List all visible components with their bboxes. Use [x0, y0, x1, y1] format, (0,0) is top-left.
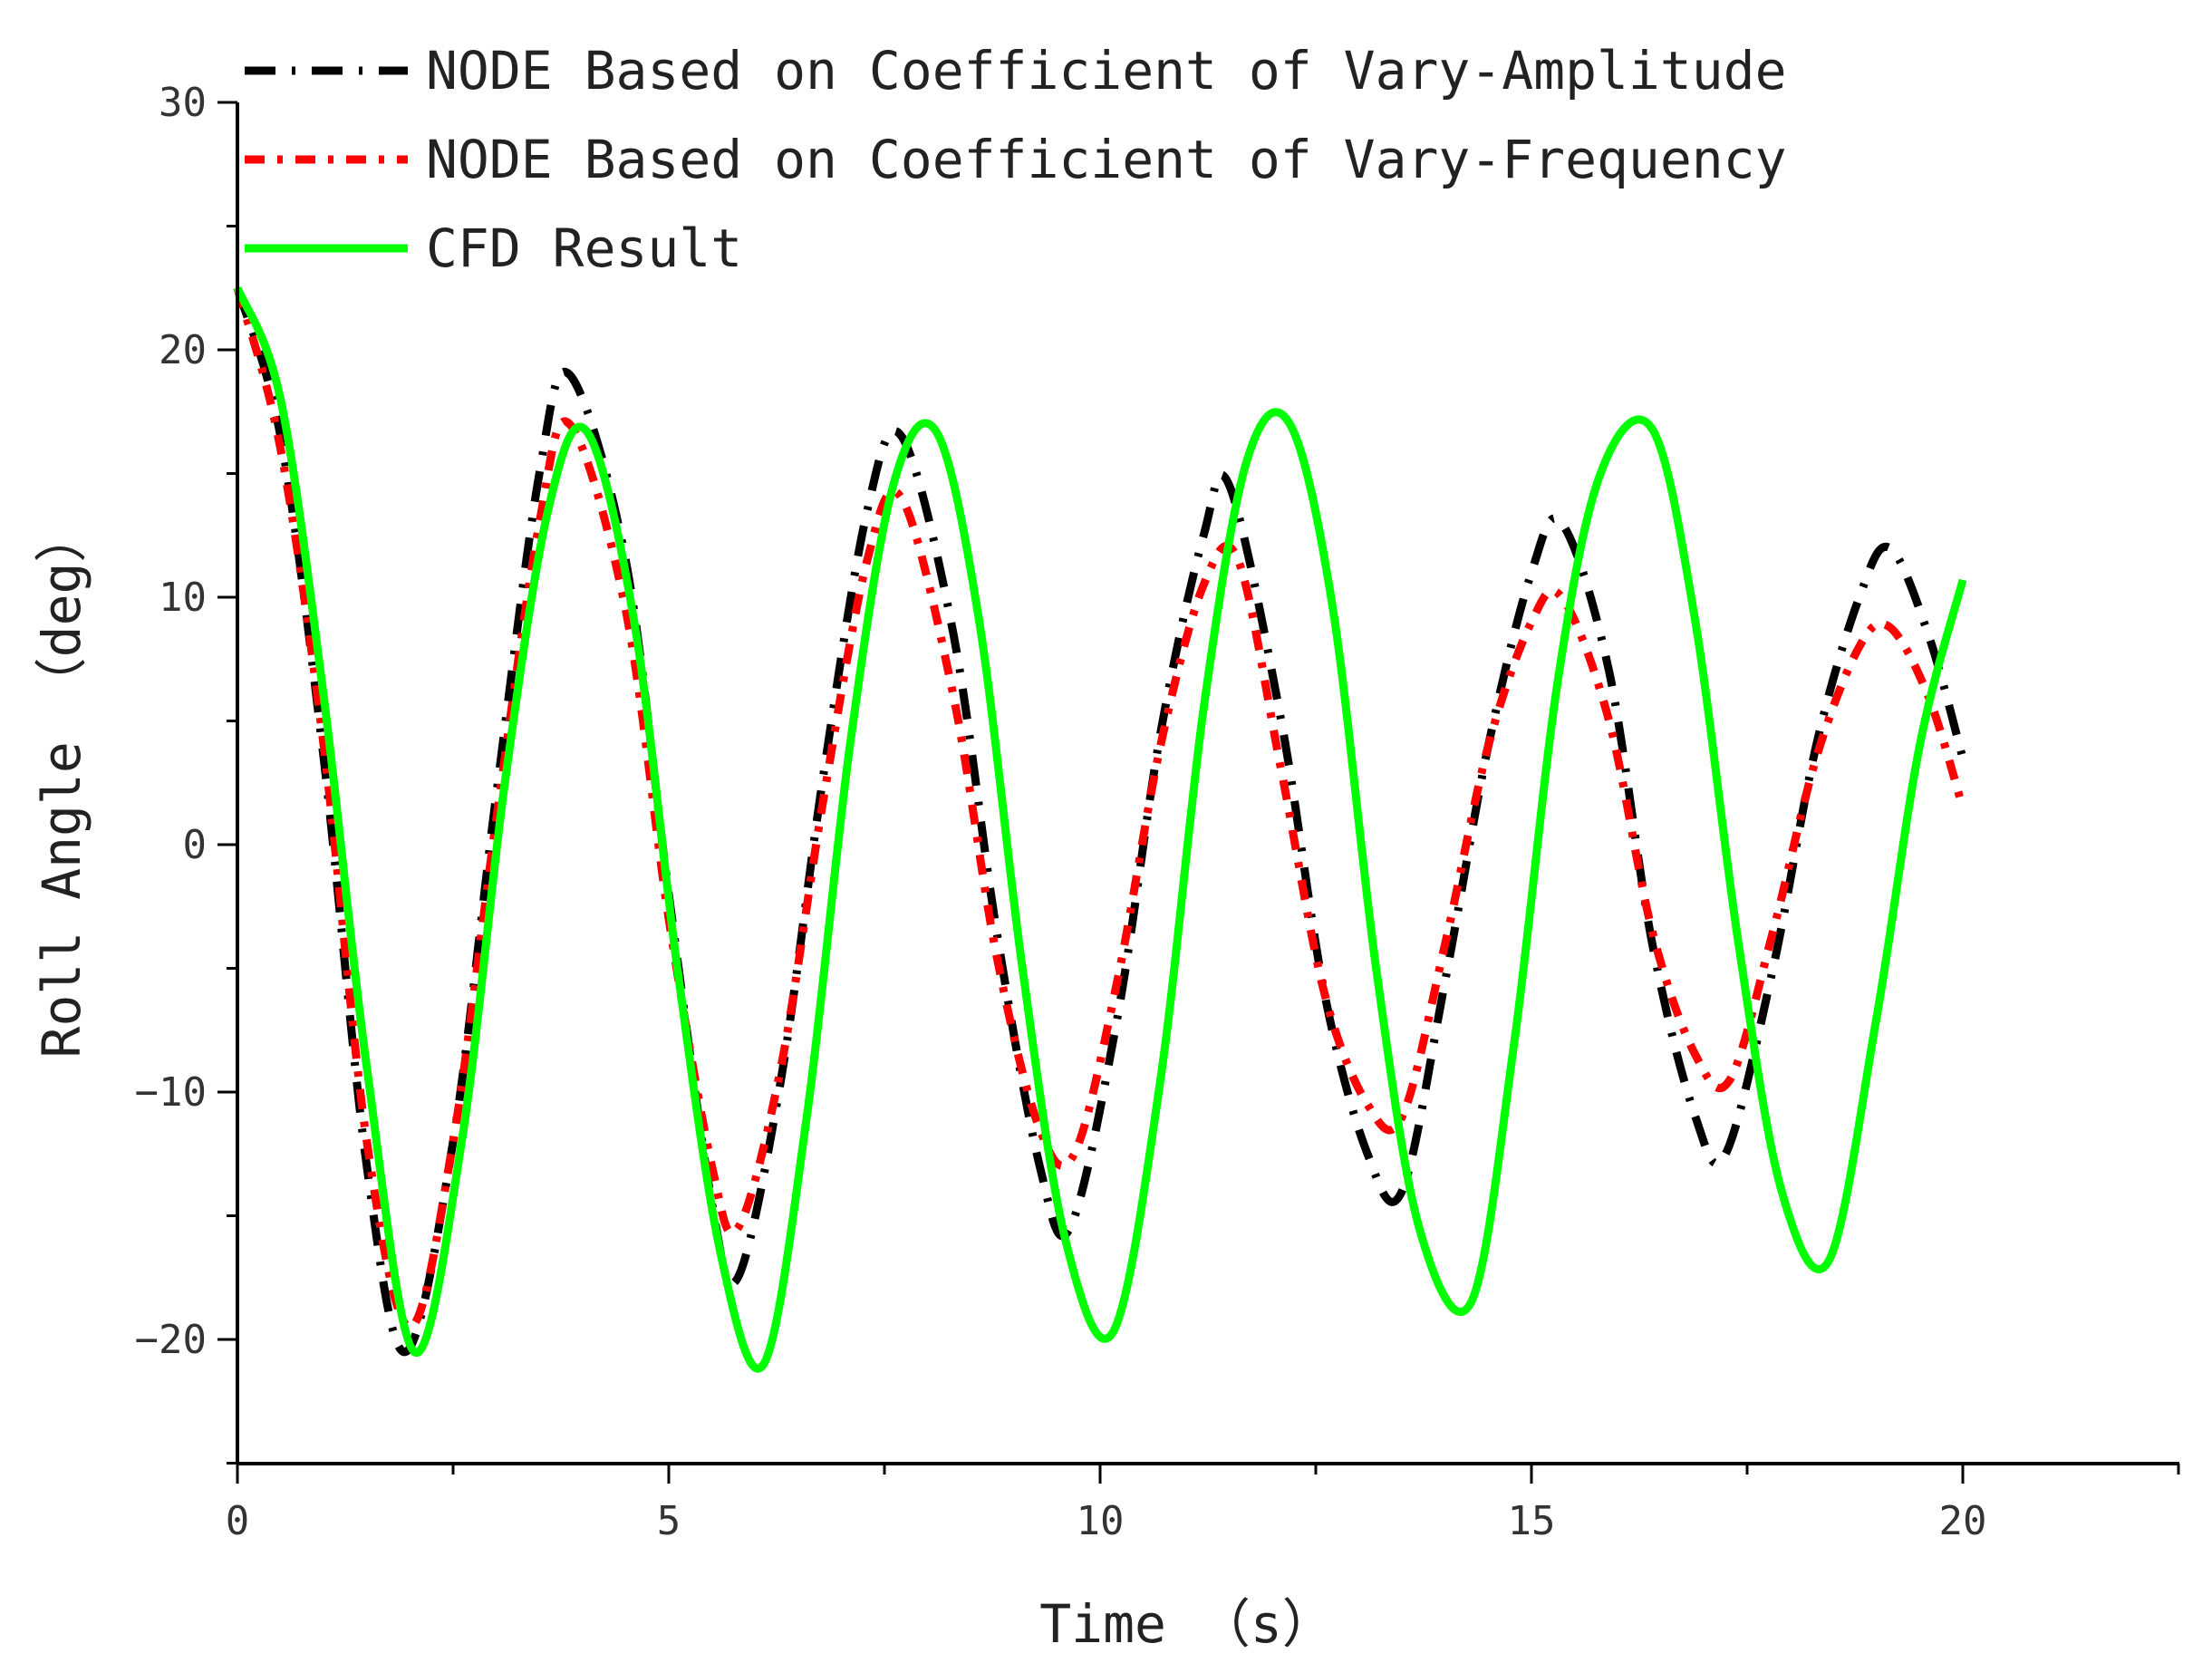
y-tick-label: 20 [159, 327, 207, 373]
y-tick-label: 30 [159, 80, 207, 126]
y-tick-label: 10 [159, 575, 207, 621]
y-axis-title: Roll Angle （deg） [31, 510, 92, 1059]
x-tick-label: 0 [226, 1498, 250, 1544]
axes-layer [236, 102, 2179, 1465]
y-tick-label: −10 [135, 1069, 207, 1116]
legend-label-node-based-on-coefficient-of-vary-frequency: NODE Based on Coefficient of Vary-Freque… [426, 129, 1787, 190]
y-tick-label: −20 [135, 1317, 207, 1363]
legend-label-node-based-on-coefficient-of-vary-amplitude: NODE Based on Coefficient of Vary-Amplit… [426, 40, 1787, 102]
y-tick-label: 0 [183, 822, 208, 868]
series-layer [233, 286, 1967, 1373]
x-tick-label: 5 [657, 1498, 681, 1544]
legend-label-cfd-result: CFD Result [426, 218, 742, 279]
series-line-cfd-result [233, 286, 1967, 1373]
x-tick-label: 15 [1508, 1498, 1556, 1544]
x-tick-label: 10 [1077, 1498, 1125, 1544]
x-axis-title: Time （s） [1039, 1593, 1335, 1655]
ticks-layer: 0 5 10 15 20 −20 −10 0 10 20 30 [135, 80, 2180, 1544]
legend: NODE Based on Coefficient of Vary-Amplit… [245, 40, 1787, 279]
x-tick-label: 20 [1939, 1498, 1987, 1544]
